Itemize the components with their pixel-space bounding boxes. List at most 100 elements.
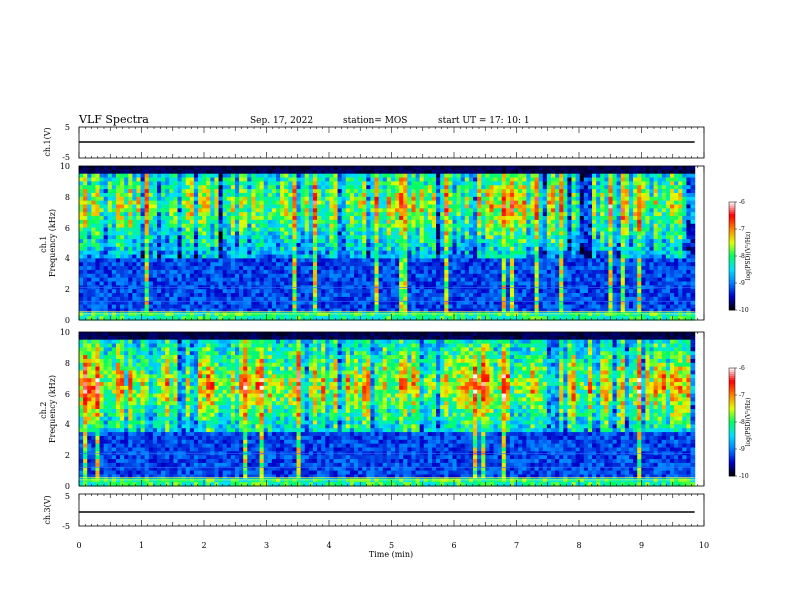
ch1-spectrogram-cell bbox=[259, 185, 265, 190]
ch1-spectrogram-cell bbox=[103, 219, 109, 225]
ch1-spectrogram-cell bbox=[296, 185, 302, 190]
ch1-spectrogram-cell bbox=[460, 208, 466, 213]
ch1-spectrogram-cell bbox=[156, 250, 162, 256]
ch1-spectrogram-cell bbox=[198, 231, 203, 236]
ch1-spectrogram-cell bbox=[358, 181, 363, 186]
ch1-spectrogram-cell bbox=[276, 235, 281, 240]
ch1-spectrogram-cell bbox=[103, 262, 109, 267]
ch1-spectrogram-cell bbox=[497, 289, 503, 294]
ch1-spectrogram-cell bbox=[292, 281, 298, 286]
ch1-spectrogram-cell bbox=[403, 212, 408, 217]
ch1-spectrogram-cell bbox=[87, 208, 92, 213]
ch1-spectrogram-cell bbox=[251, 166, 257, 171]
ch1-spectrogram-cell bbox=[493, 219, 499, 225]
ch1-spectrogram-cell bbox=[156, 219, 162, 225]
ch1-spectrogram-cell bbox=[509, 246, 515, 252]
ch1-spectrogram-cell bbox=[152, 189, 158, 194]
ch1-spectrogram-cell bbox=[670, 208, 675, 213]
ch1-spectrogram-cell bbox=[678, 219, 683, 225]
ch1-spectrogram-cell bbox=[193, 239, 199, 244]
ch1-spectrogram-cell bbox=[128, 269, 133, 275]
ch1-spectrogram-cell bbox=[587, 254, 593, 259]
ch1-spectrogram-cell bbox=[181, 231, 187, 236]
ch1-spectrogram-cell bbox=[337, 223, 343, 229]
figure-header: VLF Spectra Sep. 17, 2022 station= MOS s… bbox=[78, 113, 530, 126]
ch1-spectrogram-cell bbox=[690, 166, 696, 171]
ch1-spectrogram-cell bbox=[489, 243, 495, 248]
ch1-spectrogram-cell bbox=[563, 166, 568, 171]
ch1-spectrogram-cell bbox=[99, 273, 105, 279]
ch1-spectrogram-cell bbox=[210, 169, 216, 175]
ch1-spectrogram-cell bbox=[226, 262, 232, 267]
ch1-spectrogram-cell bbox=[193, 227, 199, 233]
ch1-spectrogram-cell bbox=[423, 277, 429, 283]
ch1-spectrogram-cell bbox=[395, 216, 400, 221]
ch1-spectrogram-cell bbox=[95, 200, 101, 206]
ch1-spectrogram-cell bbox=[473, 189, 478, 194]
ch1-spectrogram-cell bbox=[612, 216, 618, 221]
ch1-spectrogram-cell bbox=[267, 208, 273, 213]
ch1-spectrogram-cell bbox=[518, 204, 523, 209]
ch1-spectrogram-cell bbox=[633, 289, 638, 294]
ch1-spectrogram-cell bbox=[189, 258, 195, 263]
ch1-spectrogram-cell bbox=[165, 262, 170, 267]
ch1-spectrogram-cell bbox=[169, 250, 174, 256]
ch1-spectrogram-cell bbox=[473, 192, 478, 198]
ch1-spectrogram-cell bbox=[497, 204, 503, 209]
ch1-spectrogram-cell bbox=[431, 277, 437, 283]
ch1-spectrogram-cell bbox=[259, 227, 265, 233]
ch1-spectrogram-cell bbox=[312, 258, 318, 263]
ch1-spectrogram-cell bbox=[390, 273, 396, 279]
ch1-spectrogram-cell bbox=[234, 281, 240, 286]
ch1-spectrogram-cell bbox=[436, 204, 441, 209]
ch1-spectrogram-cell bbox=[312, 227, 318, 233]
ch1-spectrogram-cell bbox=[637, 223, 642, 229]
ch1-spectrogram-cell bbox=[390, 204, 396, 209]
ch1-spectrogram-cell bbox=[415, 289, 421, 294]
ch1-spectrogram-cell bbox=[83, 196, 88, 202]
ch1-spectrogram-cell bbox=[321, 266, 326, 271]
ch1-spectrogram-cell bbox=[353, 173, 359, 179]
ch1-spectrogram-cell bbox=[456, 269, 462, 275]
ch1-spectrogram-cell bbox=[468, 231, 474, 236]
ch1-spectrogram-cell bbox=[546, 189, 552, 194]
ch1-spectrogram-cell bbox=[222, 250, 228, 256]
ch1-spectrogram-cell bbox=[79, 216, 84, 221]
ch1-spectrogram-cell bbox=[477, 258, 482, 263]
ch1-spectrogram-cell bbox=[124, 281, 129, 286]
ch1-spectrogram-cell bbox=[378, 227, 384, 233]
ch1-spectrogram-cell bbox=[497, 239, 503, 244]
ch1-spectrogram-cell bbox=[485, 219, 491, 225]
ch1-spectrogram-cell bbox=[317, 266, 322, 271]
ch1-spectrogram-cell bbox=[341, 181, 347, 186]
ch1-spectrogram-cell bbox=[115, 239, 121, 244]
ch1-spectrogram-cell bbox=[333, 235, 339, 240]
ch1-spectrogram-cell bbox=[243, 281, 248, 286]
ch1-spectrogram-cell bbox=[210, 189, 216, 194]
ch1-spectrogram-cell bbox=[665, 239, 671, 244]
ch1-spectrogram-cell bbox=[592, 258, 597, 263]
ch1-spectrogram-cell bbox=[637, 273, 642, 279]
ch1-spectrogram-cell bbox=[395, 231, 400, 236]
ch1-spectrogram-cell bbox=[596, 235, 601, 240]
ch1-spectrogram-cell bbox=[292, 208, 298, 213]
ch1-spectrogram-cell bbox=[304, 208, 310, 213]
ch1-spectrogram-cell bbox=[115, 273, 121, 279]
ch1-spectrogram-cell bbox=[395, 208, 400, 213]
ch1-spectrogram-cell bbox=[169, 219, 174, 225]
ch1-spectrogram-cell bbox=[575, 254, 581, 259]
ch1-spectrogram-cell bbox=[255, 231, 261, 236]
ch1-spectrogram-cell bbox=[206, 200, 211, 206]
ch1-spectrogram-cell bbox=[349, 239, 355, 244]
ch1-spectrogram-cell bbox=[431, 208, 437, 213]
ch1-spectrogram-cell bbox=[91, 173, 97, 179]
ch1-spectrogram-cell bbox=[366, 277, 371, 283]
ch1-spectrogram-cell bbox=[185, 177, 191, 182]
ch1-spectrogram-cell bbox=[411, 273, 417, 279]
ch1-spectrogram-cell bbox=[665, 250, 671, 256]
ch1-spectrogram-cell bbox=[538, 227, 544, 233]
ch1-spectrogram-cell bbox=[263, 269, 269, 275]
ch1-spectrogram-cell bbox=[362, 200, 367, 206]
ch1-spectrogram-cell bbox=[555, 169, 560, 175]
ch1-spectrogram-cell bbox=[657, 181, 663, 186]
